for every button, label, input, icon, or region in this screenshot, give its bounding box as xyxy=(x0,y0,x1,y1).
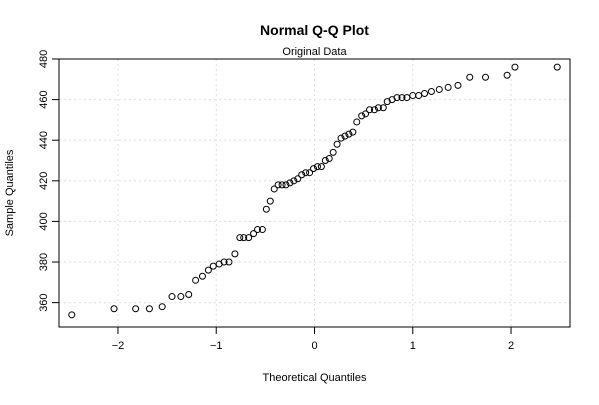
data-point xyxy=(231,250,239,258)
x-axis: −2 −1 0 1 2 xyxy=(112,326,514,352)
data-point xyxy=(254,226,262,234)
y-axis: 360 380 400 420 440 460 480 xyxy=(38,50,60,312)
data-point xyxy=(553,63,561,71)
data-point xyxy=(68,311,76,319)
y-tick-label: 440 xyxy=(38,131,50,149)
data-point xyxy=(220,258,228,266)
y-tick-label: 420 xyxy=(38,172,50,190)
data-point xyxy=(454,81,462,89)
points-layer xyxy=(68,63,561,319)
data-point xyxy=(236,234,244,242)
data-point xyxy=(435,85,443,93)
data-point xyxy=(278,181,286,189)
data-point xyxy=(345,130,353,138)
x-tick-label: 0 xyxy=(311,340,317,352)
data-point xyxy=(240,234,248,242)
data-point xyxy=(258,226,266,234)
data-point xyxy=(427,87,435,95)
data-point xyxy=(158,303,166,311)
data-point xyxy=(393,94,401,102)
y-tick-label: 360 xyxy=(38,293,50,311)
y-tick-label: 460 xyxy=(38,90,50,108)
x-tick-label: −2 xyxy=(112,340,125,352)
data-point xyxy=(321,157,329,165)
grid-layer xyxy=(59,58,570,327)
data-point xyxy=(204,266,212,274)
data-point xyxy=(317,163,325,171)
data-point xyxy=(294,175,302,183)
data-point xyxy=(177,293,185,301)
y-tick-label: 480 xyxy=(38,50,50,68)
data-point xyxy=(481,73,489,81)
x-tick-label: −1 xyxy=(210,340,223,352)
data-point xyxy=(366,106,374,114)
data-point xyxy=(337,134,345,142)
data-point xyxy=(313,163,321,171)
data-point xyxy=(353,118,361,126)
data-point xyxy=(329,148,337,156)
data-point xyxy=(444,83,452,91)
data-point xyxy=(110,305,118,313)
data-point xyxy=(341,132,349,140)
y-tick-label: 380 xyxy=(38,253,50,271)
data-point xyxy=(250,230,258,238)
data-point xyxy=(358,112,366,120)
data-point xyxy=(132,305,140,313)
data-point xyxy=(398,94,406,102)
data-point xyxy=(302,169,310,177)
data-point xyxy=(298,171,306,179)
data-point xyxy=(511,63,519,71)
data-point xyxy=(415,92,423,100)
data-point xyxy=(349,128,357,136)
data-point xyxy=(379,104,387,112)
data-point xyxy=(286,179,294,187)
data-point xyxy=(310,165,318,173)
x-axis-label: Theoretical Quantiles xyxy=(263,372,367,384)
data-point xyxy=(325,154,333,162)
data-point xyxy=(403,94,411,102)
data-point xyxy=(306,169,314,177)
data-point xyxy=(421,90,429,98)
chart-title: Normal Q-Q Plot xyxy=(260,22,369,38)
data-point xyxy=(362,110,370,118)
data-point xyxy=(245,234,253,242)
data-point xyxy=(198,272,206,280)
data-point xyxy=(185,291,193,299)
chart-subtitle: Original Data xyxy=(282,46,347,58)
data-point xyxy=(282,181,290,189)
data-point xyxy=(209,262,217,270)
data-point xyxy=(466,73,474,81)
data-point xyxy=(274,181,282,189)
data-point xyxy=(333,140,341,148)
data-point xyxy=(192,276,200,284)
data-point xyxy=(270,185,278,193)
data-point xyxy=(225,258,233,266)
data-point xyxy=(262,205,270,213)
data-point xyxy=(503,71,511,79)
data-point xyxy=(266,197,274,205)
y-tick-label: 400 xyxy=(38,212,50,230)
data-point xyxy=(374,104,382,112)
x-tick-label: 2 xyxy=(508,340,514,352)
data-point xyxy=(370,106,378,114)
data-point xyxy=(168,293,176,301)
data-point xyxy=(145,305,153,313)
y-axis-label: Sample Quantiles xyxy=(4,149,16,236)
data-point xyxy=(290,177,298,185)
x-tick-label: 1 xyxy=(410,340,416,352)
